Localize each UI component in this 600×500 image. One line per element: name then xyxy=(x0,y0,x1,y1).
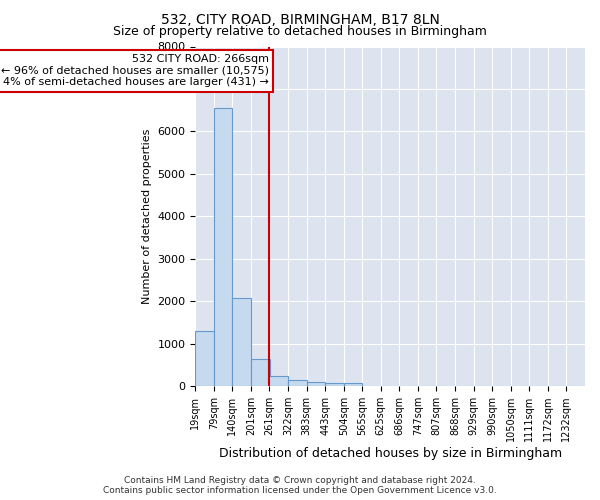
Bar xyxy=(232,298,251,386)
X-axis label: Distribution of detached houses by size in Birmingham: Distribution of detached houses by size … xyxy=(218,447,562,460)
Text: Contains HM Land Registry data © Crown copyright and database right 2024.
Contai: Contains HM Land Registry data © Crown c… xyxy=(103,476,497,495)
Text: 532 CITY ROAD: 266sqm
← 96% of detached houses are smaller (10,575)
4% of semi-d: 532 CITY ROAD: 266sqm ← 96% of detached … xyxy=(1,54,269,88)
Bar xyxy=(269,376,288,386)
Text: 532, CITY ROAD, BIRMINGHAM, B17 8LN: 532, CITY ROAD, BIRMINGHAM, B17 8LN xyxy=(161,12,439,26)
Y-axis label: Number of detached properties: Number of detached properties xyxy=(142,128,152,304)
Bar xyxy=(325,383,344,386)
Bar xyxy=(214,108,232,386)
Text: Size of property relative to detached houses in Birmingham: Size of property relative to detached ho… xyxy=(113,25,487,38)
Bar xyxy=(288,380,307,386)
Bar xyxy=(344,383,362,386)
Bar xyxy=(307,382,325,386)
Bar xyxy=(251,358,270,386)
Bar xyxy=(196,331,214,386)
